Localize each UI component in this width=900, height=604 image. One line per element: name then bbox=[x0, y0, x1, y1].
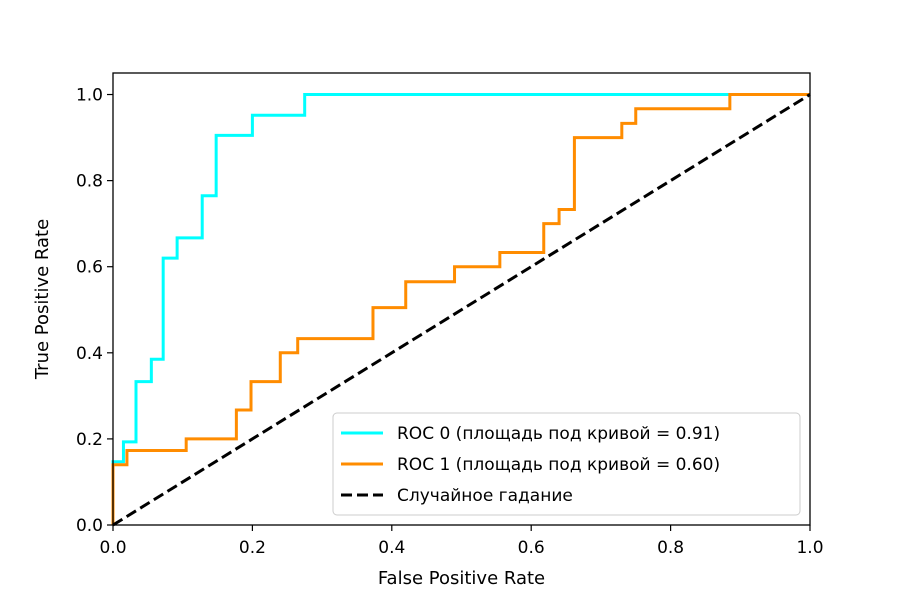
x-axis-label: False Positive Rate bbox=[378, 568, 545, 589]
series-line-2 bbox=[112, 93, 811, 527]
y-tick-label: 0.8 bbox=[76, 172, 103, 192]
y-axis: 0.0 0.2 0.4 0.6 0.8 1.0 bbox=[76, 86, 113, 536]
x-tick-label: 0.0 bbox=[99, 538, 126, 558]
y-tick-label: 0.0 bbox=[76, 516, 103, 536]
x-axis: 0.0 0.2 0.4 0.6 0.8 1.0 bbox=[99, 525, 824, 558]
y-tick-label: 1.0 bbox=[76, 86, 103, 106]
legend-label-0: ROC 0 (площадь под кривой = 0.91) bbox=[397, 424, 720, 444]
x-tick-label: 1.0 bbox=[796, 538, 823, 558]
legend-label-1: ROC 1 (площадь под кривой = 0.60) bbox=[397, 455, 720, 475]
series-line-1 bbox=[111, 93, 810, 525]
x-tick-label: 0.2 bbox=[239, 538, 266, 558]
legend-label-2: Случайное гадание bbox=[397, 486, 573, 506]
y-axis-label: True Positive Rate bbox=[32, 219, 53, 380]
y-tick-label: 0.6 bbox=[76, 258, 103, 278]
plot-area bbox=[111, 93, 811, 527]
series-line-0 bbox=[111, 93, 730, 525]
x-tick-label: 0.4 bbox=[378, 538, 405, 558]
legend-box bbox=[332, 412, 801, 516]
legend: ROC 0 (площадь под кривой = 0.91) ROC 1 (… bbox=[332, 412, 801, 516]
x-tick-label: 0.8 bbox=[657, 538, 684, 558]
axes-frame bbox=[112, 72, 811, 526]
y-tick-label: 0.4 bbox=[76, 344, 103, 364]
y-tick-label: 0.2 bbox=[76, 430, 103, 450]
x-tick-label: 0.6 bbox=[518, 538, 545, 558]
